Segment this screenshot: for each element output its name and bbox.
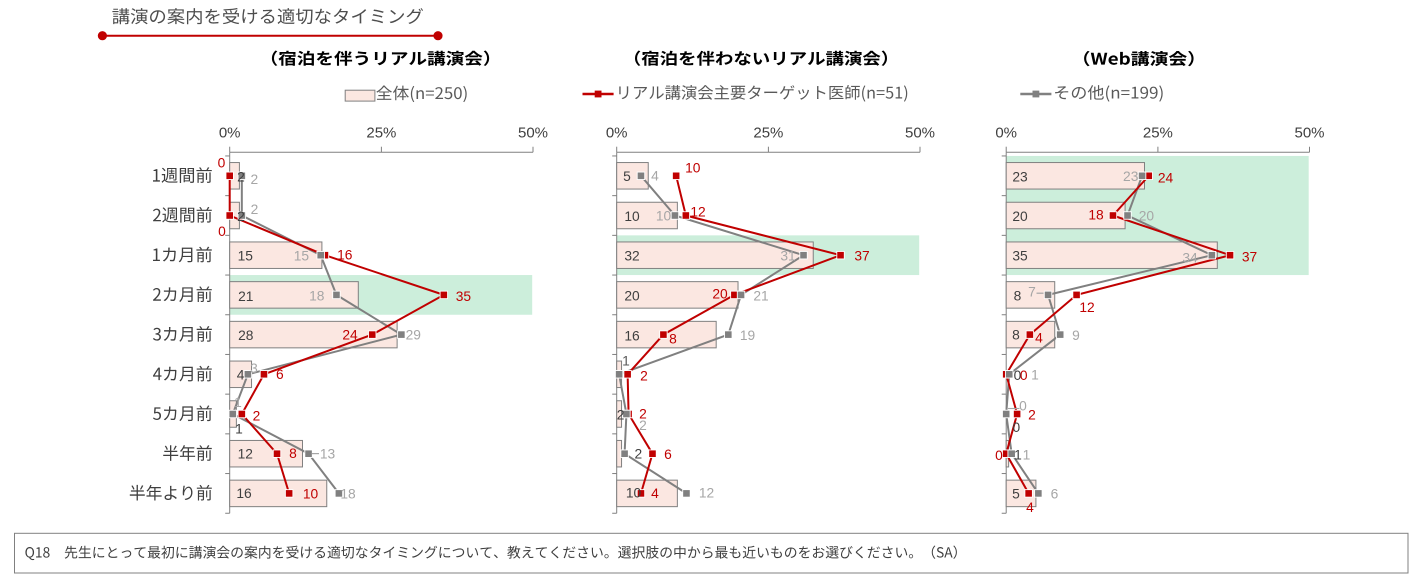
svg-text:0: 0	[218, 224, 226, 239]
svg-text:10: 10	[685, 161, 701, 176]
svg-text:1: 1	[235, 421, 243, 436]
svg-text:19: 19	[740, 328, 756, 343]
svg-text:0: 0	[1014, 368, 1022, 383]
svg-text:20: 20	[624, 289, 640, 304]
svg-text:37: 37	[854, 249, 869, 264]
svg-text:34: 34	[1182, 250, 1198, 265]
svg-text:6: 6	[1051, 487, 1059, 502]
svg-text:8: 8	[1012, 327, 1020, 342]
svg-text:20: 20	[1012, 209, 1028, 224]
svg-text:4: 4	[1035, 331, 1043, 346]
svg-text:2: 2	[617, 408, 625, 423]
svg-text:15: 15	[294, 248, 310, 263]
svg-text:8: 8	[1014, 289, 1022, 304]
svg-text:0: 0	[1012, 420, 1020, 435]
svg-text:25%: 25%	[1143, 125, 1173, 142]
svg-text:0%: 0%	[219, 125, 241, 142]
svg-text:9: 9	[1072, 328, 1080, 343]
svg-text:10: 10	[303, 486, 319, 501]
svg-text:3: 3	[250, 361, 258, 376]
svg-text:2: 2	[634, 447, 642, 462]
svg-text:18: 18	[309, 288, 325, 303]
svg-text:6: 6	[664, 447, 672, 462]
svg-text:7: 7	[1028, 285, 1036, 300]
svg-text:25%: 25%	[753, 125, 783, 142]
svg-text:35: 35	[1012, 249, 1028, 264]
svg-text:8: 8	[669, 331, 677, 346]
svg-text:5: 5	[623, 169, 631, 184]
svg-text:5: 5	[1012, 487, 1020, 502]
svg-text:50%: 50%	[518, 125, 548, 142]
svg-text:21: 21	[238, 289, 253, 304]
svg-text:0%: 0%	[995, 125, 1017, 142]
svg-text:2: 2	[237, 169, 245, 184]
svg-text:50%: 50%	[905, 125, 935, 142]
svg-text:25%: 25%	[366, 125, 396, 142]
svg-text:20: 20	[712, 287, 728, 302]
svg-text:18: 18	[1088, 208, 1104, 223]
svg-text:10: 10	[624, 209, 640, 224]
svg-text:2: 2	[253, 408, 261, 423]
svg-text:4: 4	[651, 486, 659, 501]
svg-text:32: 32	[624, 249, 639, 264]
svg-text:13: 13	[320, 447, 336, 462]
svg-text:4: 4	[1026, 500, 1034, 515]
svg-text:1: 1	[1014, 447, 1022, 462]
svg-text:18: 18	[340, 486, 356, 501]
svg-text:50%: 50%	[1294, 125, 1324, 142]
svg-text:1: 1	[1023, 447, 1031, 462]
svg-text:1: 1	[1031, 368, 1039, 383]
svg-text:4: 4	[237, 368, 245, 383]
svg-text:10: 10	[656, 209, 672, 224]
svg-text:12: 12	[699, 486, 714, 501]
svg-text:12: 12	[690, 205, 705, 220]
svg-text:10: 10	[626, 486, 642, 501]
svg-text:2: 2	[639, 418, 647, 433]
svg-text:0: 0	[1020, 368, 1028, 383]
svg-text:2: 2	[640, 369, 648, 384]
svg-text:28: 28	[238, 328, 254, 343]
svg-text:20: 20	[1139, 209, 1155, 224]
svg-text:4: 4	[651, 169, 659, 184]
svg-text:21: 21	[753, 289, 768, 304]
svg-text:12: 12	[238, 446, 253, 461]
svg-text:1: 1	[234, 395, 242, 410]
svg-text:2: 2	[251, 202, 259, 217]
svg-text:0: 0	[218, 155, 226, 170]
svg-text:23: 23	[1123, 169, 1139, 184]
svg-text:37: 37	[1242, 250, 1257, 265]
svg-text:24: 24	[342, 327, 358, 342]
svg-text:2: 2	[250, 172, 258, 187]
svg-text:35: 35	[456, 289, 472, 304]
svg-text:31: 31	[780, 249, 795, 264]
svg-text:16: 16	[337, 248, 353, 263]
svg-text:1: 1	[622, 354, 630, 369]
svg-text:29: 29	[406, 328, 422, 343]
svg-text:2: 2	[237, 209, 245, 224]
svg-text:8: 8	[289, 446, 297, 461]
svg-text:2: 2	[639, 407, 647, 422]
svg-text:0: 0	[1019, 398, 1027, 413]
svg-text:6: 6	[276, 367, 284, 382]
svg-text:2: 2	[1028, 408, 1036, 423]
svg-text:12: 12	[1079, 300, 1094, 315]
svg-text:23: 23	[1012, 170, 1028, 185]
svg-text:0: 0	[995, 448, 1003, 463]
svg-text:0%: 0%	[606, 125, 628, 142]
svg-text:15: 15	[238, 249, 254, 264]
svg-text:16: 16	[236, 486, 252, 501]
svg-text:16: 16	[624, 328, 640, 343]
svg-text:24: 24	[1158, 170, 1174, 185]
